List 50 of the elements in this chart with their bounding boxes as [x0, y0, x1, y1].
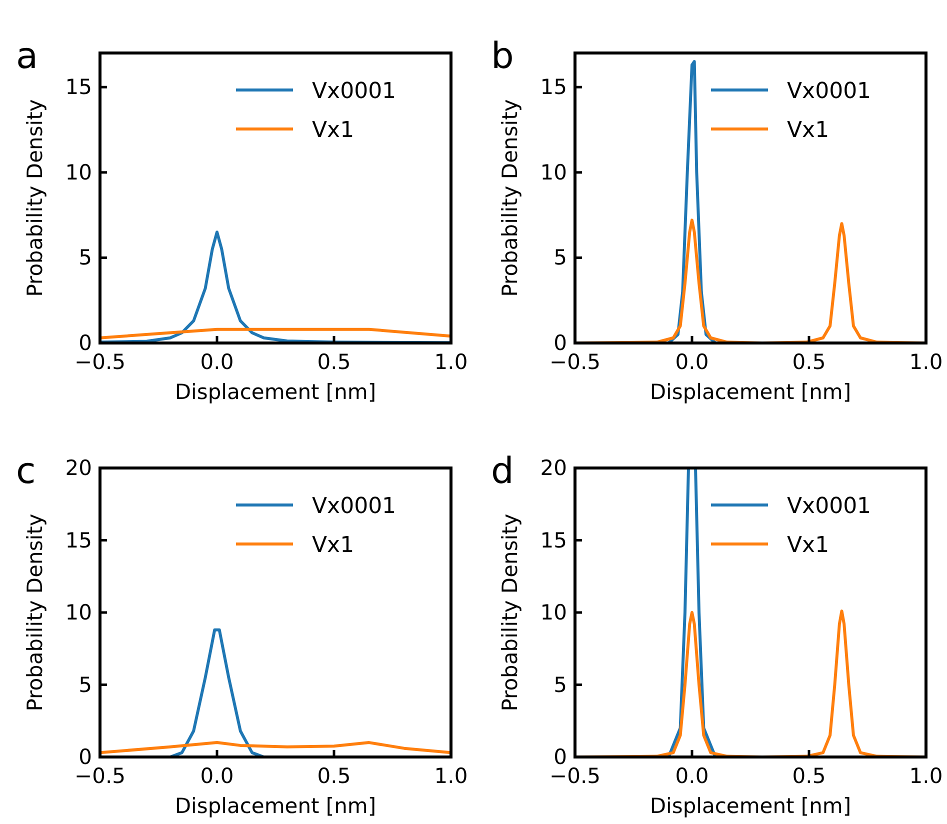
- legend-label: Vx1: [312, 533, 354, 558]
- chart-title: c: [16, 451, 36, 492]
- x-tick-label: 0.0: [675, 350, 709, 374]
- line-series: [168, 628, 266, 757]
- chart-title: b: [491, 36, 514, 77]
- line-series: [100, 328, 451, 340]
- legend-label: Vx0001: [312, 494, 396, 519]
- x-axis-title: Displacement [nm]: [174, 380, 376, 404]
- y-tick-label: 10: [540, 160, 567, 184]
- chart-title: a: [16, 36, 38, 77]
- x-tick-label: 0.5: [792, 350, 826, 374]
- y-tick-label: 10: [65, 160, 92, 184]
- y-tick-label: 5: [554, 246, 567, 270]
- y-tick-label: 5: [554, 672, 567, 697]
- x-tick-label: 1.0: [909, 350, 943, 374]
- x-tick-label: 1.0: [434, 350, 468, 374]
- y-tick-label: 20: [540, 456, 567, 480]
- x-tick-label: 0.0: [675, 764, 709, 788]
- x-tick-label: 0.5: [792, 764, 826, 788]
- x-tick-label: 0.0: [200, 764, 234, 788]
- y-tick-label: 15: [540, 528, 567, 552]
- y-tick-label: 20: [65, 456, 92, 480]
- y-tick-label: 15: [540, 75, 567, 100]
- x-tick-label: 1.0: [909, 764, 943, 788]
- y-tick-label: 15: [65, 528, 92, 552]
- legend-label: Vx1: [312, 118, 354, 143]
- x-axis-title: Displacement [nm]: [650, 794, 852, 818]
- x-tick-label: 0.0: [200, 350, 234, 374]
- x-tick-label: 0.5: [317, 350, 351, 374]
- y-axis-title: Probability Density: [23, 514, 47, 712]
- y-tick-label: 10: [540, 600, 567, 624]
- legend-label: Vx0001: [787, 494, 872, 519]
- x-tick-label: 0.5: [317, 764, 351, 788]
- y-tick-label: 5: [78, 246, 92, 270]
- y-tick-label: 15: [65, 75, 92, 100]
- y-tick-label: 10: [65, 600, 92, 624]
- y-axis-title: Probability Density: [23, 99, 47, 297]
- legend-label: Vx1: [787, 533, 830, 558]
- legend-label: Vx1: [787, 118, 830, 143]
- chart-title: d: [491, 451, 514, 492]
- x-axis-title: Displacement [nm]: [174, 794, 376, 818]
- y-axis-title: Probability Density: [498, 514, 522, 712]
- y-axis-title: Probability Density: [498, 99, 522, 297]
- x-tick-label: 1.0: [434, 764, 468, 788]
- line-series: [100, 741, 451, 754]
- legend-label: Vx0001: [312, 79, 396, 104]
- y-tick-label: 5: [78, 672, 92, 697]
- x-axis-title: Displacement [nm]: [650, 380, 852, 404]
- line-series: [100, 230, 451, 343]
- legend-label: Vx0001: [787, 79, 872, 104]
